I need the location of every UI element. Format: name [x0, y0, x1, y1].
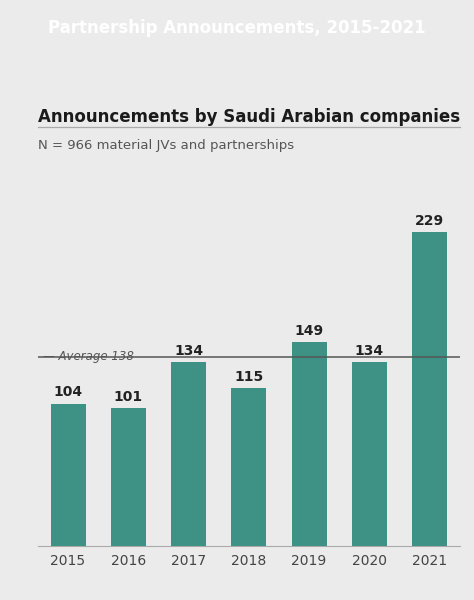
Text: — Average 138: — Average 138	[43, 350, 134, 364]
Bar	[111, 407, 146, 546]
Text: N = 966 material JVs and partnerships: N = 966 material JVs and partnerships	[38, 139, 294, 152]
Text: Partnership Announcements, 2015-2021: Partnership Announcements, 2015-2021	[48, 19, 426, 37]
Text: 104: 104	[54, 385, 82, 400]
Text: 101: 101	[114, 389, 143, 404]
Text: 134: 134	[355, 344, 384, 358]
Bar	[412, 232, 447, 546]
Text: Announcements by Saudi Arabian companies: Announcements by Saudi Arabian companies	[38, 108, 460, 126]
Text: 149: 149	[294, 324, 324, 338]
Bar	[352, 362, 387, 546]
Bar	[51, 404, 85, 546]
Bar	[171, 362, 206, 546]
Text: 134: 134	[174, 344, 203, 358]
Text: 115: 115	[234, 370, 264, 385]
Text: 229: 229	[415, 214, 444, 228]
Bar	[231, 388, 266, 546]
Bar	[292, 342, 327, 546]
